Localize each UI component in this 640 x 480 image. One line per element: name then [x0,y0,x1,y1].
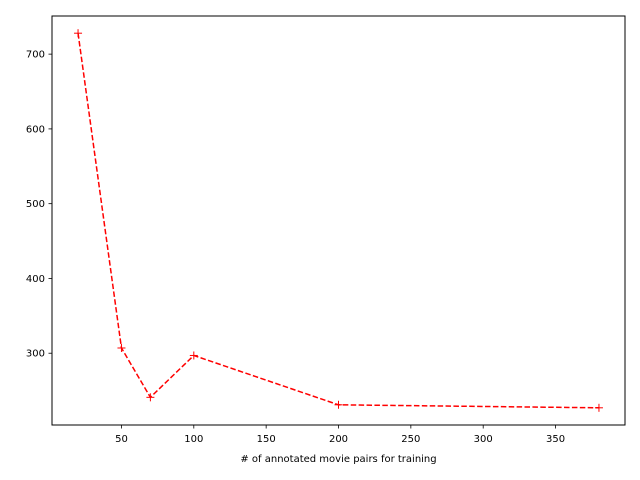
data-point [594,403,603,412]
x-tick-label: 250 [401,434,420,445]
series-layer [74,29,603,412]
data-point [74,29,83,38]
data-point [334,400,343,409]
x-tick-label: 100 [184,434,203,445]
data-point [189,351,198,360]
y-tick-label: 700 [26,50,45,61]
y-tick-label: 400 [26,274,45,285]
y-tick-label: 600 [26,124,45,135]
x-tick-label: 350 [546,434,565,445]
y-axis: 300 400 500 600 700 [26,50,52,360]
data-point [146,393,155,402]
y-tick-label: 500 [26,199,45,210]
x-tick-label: 50 [115,434,128,445]
data-point [117,343,126,352]
series-line [77,33,599,409]
x-tick-label: 200 [329,434,348,445]
x-tick-label: 300 [474,434,493,445]
x-axis-label: # of annotated movie pairs for training [240,454,436,465]
x-axis: 50 100 150 200 250 300 350 [115,425,565,445]
plot-background [52,16,625,425]
x-tick-label: 150 [257,434,276,445]
y-tick-label: 300 [26,349,45,360]
